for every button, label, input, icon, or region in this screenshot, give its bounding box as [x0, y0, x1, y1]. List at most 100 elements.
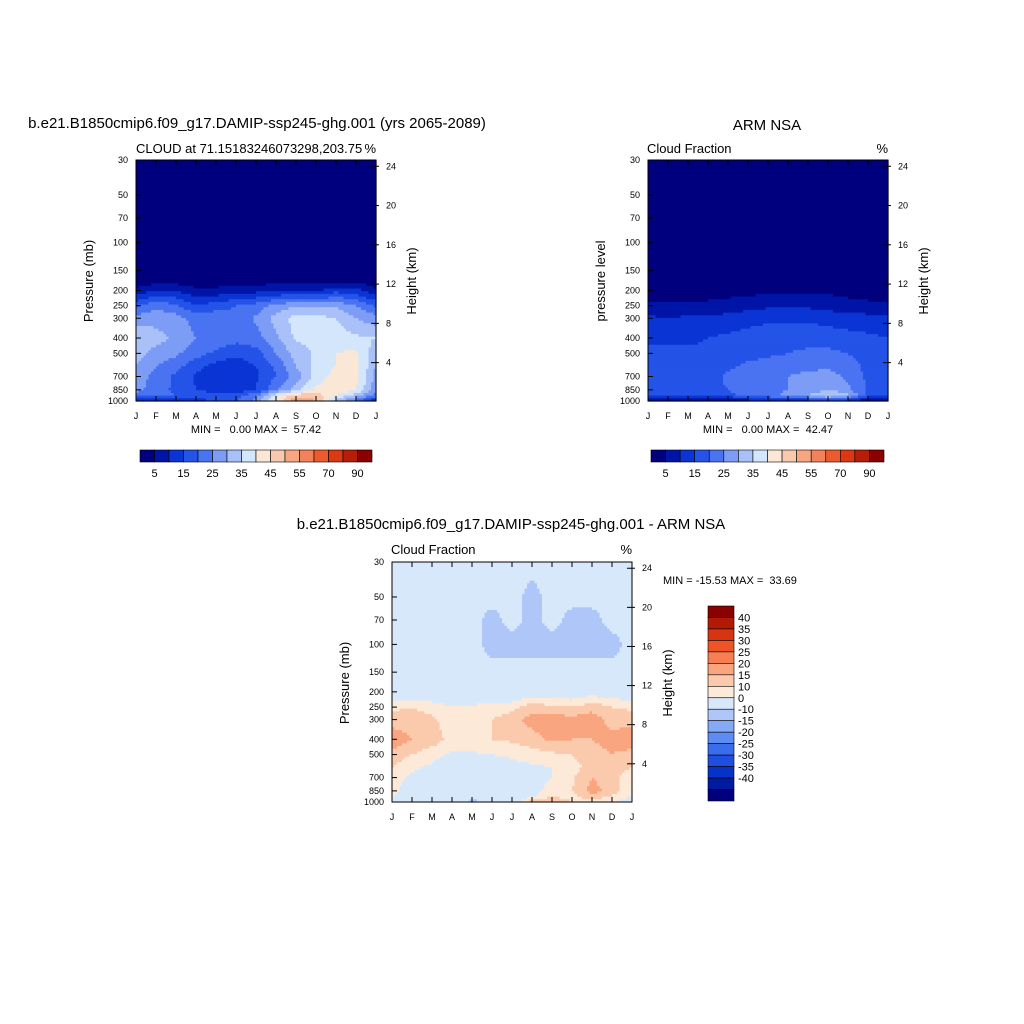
- colorbar-label: 45: [776, 468, 788, 480]
- x-tick-label: N: [845, 411, 852, 421]
- colorbar-label: 0: [738, 693, 744, 705]
- colorbar-swatch: [767, 449, 783, 463]
- colorbar-swatch: [270, 449, 286, 463]
- x-tick-label: J: [766, 411, 771, 421]
- y-tick-label: 70: [630, 213, 640, 223]
- colorbar-label: 35: [738, 624, 750, 636]
- panel-diff-unit: %: [620, 542, 632, 557]
- x-tick-label: J: [646, 411, 651, 421]
- y-tick-label: 50: [630, 190, 640, 200]
- x-tick-label: N: [333, 411, 340, 421]
- colorbar-label: 35: [235, 468, 247, 480]
- colorbar-swatch: [197, 449, 213, 463]
- colorbar-swatch: [707, 628, 735, 641]
- colorbar-swatch: [781, 449, 797, 463]
- panel-model-stats: MIN = 0.00 MAX = 57.42: [191, 424, 321, 436]
- x-tick-label: J: [390, 812, 395, 822]
- colorbar-swatch: [183, 449, 199, 463]
- y-tick-label: 1000: [108, 396, 128, 406]
- colorbar-swatch: [342, 449, 358, 463]
- x-tick-label: M: [468, 812, 476, 822]
- y-tick-label: 850: [369, 786, 384, 796]
- panel-obs-unit: %: [876, 141, 888, 156]
- y-tick-label: 500: [113, 348, 128, 358]
- colorbar-label: 5: [663, 468, 669, 480]
- colorbar-label: 15: [738, 670, 750, 682]
- x-tick-label: J: [490, 812, 495, 822]
- x-tick-label: N: [589, 812, 596, 822]
- height-tick-label: 20: [386, 201, 396, 211]
- y-tick-label: 30: [118, 155, 128, 165]
- height-tick-label: 24: [642, 563, 652, 573]
- x-tick-label: F: [153, 411, 159, 421]
- panel-obs-colorbar: 5 15 25 35 45 55 70 90: [650, 449, 885, 480]
- height-tick-label: 16: [642, 641, 652, 651]
- x-tick-label: O: [824, 411, 831, 421]
- y-tick-label: 850: [625, 385, 640, 395]
- panel-obs-ylabel-right: Height (km): [916, 247, 931, 314]
- colorbar-swatch: [738, 449, 754, 463]
- colorbar-label: -15: [738, 716, 754, 728]
- y-tick-label: 50: [118, 190, 128, 200]
- colorbar-swatch: [168, 449, 184, 463]
- x-tick-label: J: [630, 812, 635, 822]
- height-tick-label: 4: [898, 358, 903, 368]
- colorbar-label: 25: [206, 468, 218, 480]
- colorbar-swatch: [707, 708, 735, 722]
- colorbar-label: 25: [718, 468, 730, 480]
- colorbar-label: -30: [738, 750, 754, 762]
- colorbar-label: 40: [738, 612, 750, 624]
- y-tick-label: 250: [625, 301, 640, 311]
- colorbar-swatch: [226, 449, 242, 463]
- x-tick-label: J: [234, 411, 239, 421]
- height-tick-label: 8: [642, 720, 647, 730]
- colorbar-label: -10: [738, 704, 754, 716]
- colorbar-swatch: [825, 449, 841, 463]
- colorbar-swatch: [707, 651, 735, 664]
- colorbar-swatch: [707, 789, 735, 802]
- colorbar-label: -25: [738, 739, 754, 751]
- y-tick-label: 30: [374, 557, 384, 567]
- colorbar-swatch: [723, 449, 739, 463]
- colorbar-swatch: [255, 449, 271, 463]
- colorbar-label: 45: [264, 468, 276, 480]
- height-tick-label: 12: [898, 279, 908, 289]
- x-tick-label: M: [212, 411, 220, 421]
- y-tick-label: 100: [625, 238, 640, 248]
- colorbar-swatch: [707, 685, 735, 699]
- colorbar-swatch: [328, 449, 344, 463]
- colorbar-swatch: [707, 663, 735, 676]
- panel-diff-stats: MIN = -15.53 MAX = 33.69: [663, 575, 797, 587]
- colorbar-swatch: [707, 743, 735, 756]
- colorbar-swatch: [650, 449, 666, 463]
- colorbar-swatch: [284, 449, 300, 463]
- height-tick-label: 20: [898, 201, 908, 211]
- panel-model-unit: %: [364, 141, 376, 156]
- x-tick-label: A: [529, 812, 535, 822]
- colorbar-swatch: [707, 777, 735, 790]
- y-tick-label: 150: [625, 266, 640, 276]
- colorbar-label: 30: [738, 635, 750, 647]
- colorbar-swatch: [707, 605, 735, 618]
- height-tick-label: 16: [386, 240, 396, 250]
- y-tick-label: 400: [625, 333, 640, 343]
- x-tick-label: J: [510, 812, 515, 822]
- colorbar-swatch: [869, 449, 885, 463]
- colorbar-label: 35: [747, 468, 759, 480]
- y-tick-label: 300: [625, 313, 640, 323]
- colorbar-swatch: [707, 617, 735, 630]
- colorbar-swatch: [707, 674, 735, 687]
- y-tick-label: 500: [625, 348, 640, 358]
- colorbar-label: -35: [738, 762, 754, 774]
- x-tick-label: M: [724, 411, 732, 421]
- y-tick-label: 400: [369, 734, 384, 744]
- colorbar-swatch: [707, 766, 735, 779]
- y-tick-label: 700: [369, 773, 384, 783]
- colorbar-label: 55: [805, 468, 817, 480]
- height-tick-label: 16: [898, 240, 908, 250]
- colorbar-swatch: [810, 449, 827, 463]
- colorbar-label: -40: [738, 773, 754, 785]
- y-tick-label: 30: [630, 155, 640, 165]
- colorbar-swatch: [679, 449, 695, 463]
